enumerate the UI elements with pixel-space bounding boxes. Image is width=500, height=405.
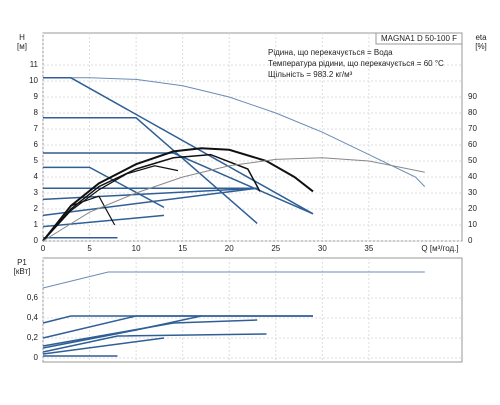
curve [42,271,425,289]
chart-title: MAGNA1 D 50-100 F [381,34,457,43]
curve [42,147,314,242]
y2-tick-label: 30 [468,188,477,197]
y2-tick-label: 20 [468,204,477,213]
curve [42,214,165,228]
y-tick-label: 11 [30,60,39,69]
y-tick-label: 0 [34,236,39,245]
curve [42,187,258,201]
y-tick-label: 7 [34,124,39,133]
y-tick-label: 0,6 [27,293,39,302]
y-axis-label: H [19,33,25,42]
curve [42,157,425,242]
y-tick-label: 5 [34,156,39,165]
x-tick-label: 5 [87,244,92,253]
y-axis-unit: [кВт] [14,267,31,276]
y-tick-label: 0,4 [27,313,39,322]
x-tick-label: 10 [132,244,141,253]
y2-tick-label: 50 [468,156,477,165]
y-tick-label: 8 [34,108,39,117]
x-tick-label: 0 [41,244,46,253]
x-tick-label: 35 [364,244,373,253]
x-tick-label: 20 [225,244,234,253]
annotation: Рідина, що перекачується = Вода [268,48,393,57]
curve [42,153,261,242]
y2-tick-label: 10 [468,220,477,229]
y2-axis-label: eta [475,33,487,42]
y-tick-label: 6 [34,140,39,149]
curve [43,152,314,215]
y-axis-label: P1 [17,258,27,267]
y-tick-label: 0 [34,353,39,362]
title-box [375,32,463,45]
y-tick-label: 0,2 [27,333,39,342]
x-axis-label: Q [м³/год.] [421,244,458,253]
y-tick-label: 2 [34,204,39,213]
curve [42,333,267,353]
y2-tick-label: 40 [468,172,477,181]
curve [42,337,165,355]
y-tick-label: 1 [34,220,39,229]
y2-tick-label: 0 [468,236,473,245]
annotation: Щільність = 983.2 кг/м³ [268,70,353,79]
y-tick-label: 10 [29,76,38,85]
x-tick-label: 30 [318,244,327,253]
annotation: Температура рідини, що перекачується = 6… [268,59,444,68]
curve [42,187,258,217]
curve [42,319,258,347]
y-axis-unit: [м] [17,42,27,51]
y2-axis-unit: [%] [475,42,487,51]
y2-tick-label: 90 [468,92,477,101]
y-tick-label: 3 [34,188,39,197]
y2-tick-label: 70 [468,124,477,133]
x-tick-label: 25 [271,244,280,253]
curve [42,315,313,324]
curve [42,315,202,349]
x-tick-label: 15 [178,244,187,253]
curve [42,165,179,242]
curve [42,315,313,339]
y2-tick-label: 80 [468,108,477,117]
curve [43,77,314,215]
curve [42,195,116,242]
y2-tick-label: 60 [468,140,477,149]
y-tick-label: 4 [34,172,39,181]
y-tick-label: 9 [34,92,39,101]
